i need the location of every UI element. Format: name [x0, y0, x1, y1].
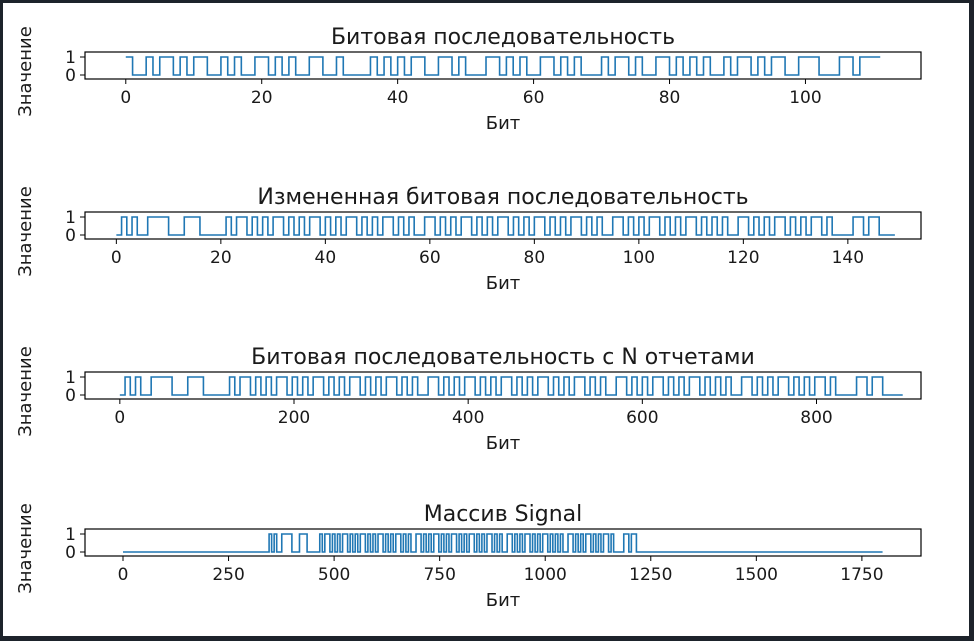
figure: Битовая последовательность 0 20 40 60 80 100 0 1… — [3, 3, 969, 636]
subplot-1-xtick-label: 40 — [387, 88, 409, 108]
subplot-3-xtick-label: 0 — [114, 408, 125, 428]
subplot-2-xtick-label: 40 — [315, 248, 337, 268]
subplot-1-xlabel: Бит — [486, 113, 521, 134]
subplot-4-xtick-label: 1750 — [840, 565, 883, 585]
subplot-4-xtick-label: 250 — [212, 565, 244, 585]
subplot-4-xtick-label: 1500 — [735, 565, 778, 585]
subplot-2-xtick-label: 0 — [111, 248, 122, 268]
subplot-3-xtick-label: 200 — [278, 408, 310, 428]
subplot-4-xtick-label: 750 — [423, 565, 455, 585]
subplot-4-ylabel: Значение — [15, 503, 36, 594]
subplot-4-xtick-label: 1000 — [524, 565, 567, 585]
subplot-1-xtick-label: 0 — [120, 88, 131, 108]
subplot-3-title: Битовая последовательность с N отчетами — [251, 345, 755, 370]
subplot-3-axes-frame — [84, 371, 922, 400]
subplot-4-ytick-label: 0 — [65, 543, 76, 563]
subplot-1-xtick-label: 20 — [251, 88, 273, 108]
subplot-1-axes-frame — [84, 51, 922, 80]
subplot-2-ylabel: Значение — [15, 186, 36, 277]
subplot-2-ytick-label: 0 — [65, 226, 76, 246]
subplot-3-ylabel: Значение — [15, 346, 36, 437]
subplot-4-xtick-label: 0 — [118, 565, 129, 585]
subplot-2-xtick-label: 140 — [832, 248, 864, 268]
subplot-4-series-line — [123, 533, 883, 553]
subplot-2-xtick-label: 120 — [727, 248, 759, 268]
subplot-3-xtick-label: 400 — [452, 408, 484, 428]
subplot-4-axes-frame — [84, 528, 922, 557]
subplot-3-series-line — [119, 376, 903, 396]
subplot-2-ytick-label: 1 — [65, 208, 76, 228]
subplot-2-xtick-label: 60 — [419, 248, 441, 268]
subplot-1-series-line — [125, 56, 881, 76]
subplot-1-xtick-label: 80 — [659, 88, 681, 108]
subplot-3-xtick-label: 600 — [626, 408, 658, 428]
subplot-3-xlabel: Бит — [486, 433, 521, 454]
subplot-2-axes-frame — [84, 211, 922, 240]
subplot-1-title: Битовая последовательность — [331, 25, 675, 50]
subplot-2-xtick-label: 100 — [623, 248, 655, 268]
subplot-2-title: Измененная битовая последовательность — [257, 185, 748, 210]
subplot-4-xtick-label: 500 — [318, 565, 350, 585]
subplot-4-title: Массив Signal — [424, 502, 583, 527]
subplot-1-ytick-label: 0 — [65, 66, 76, 86]
subplot-2-xtick-label: 20 — [210, 248, 232, 268]
subplot-4-ytick-label: 1 — [65, 525, 76, 545]
subplot-1-xtick-label: 60 — [523, 88, 545, 108]
subplot-3-ytick-label: 1 — [65, 368, 76, 388]
subplot-4-xtick-label: 1250 — [629, 565, 672, 585]
subplot-1-xtick-label: 100 — [789, 88, 821, 108]
subplot-1-ylabel: Значение — [15, 26, 36, 117]
subplot-2-series-line — [116, 216, 895, 236]
subplot-3-ytick-label: 0 — [65, 386, 76, 406]
subplot-1-ytick-label: 1 — [65, 48, 76, 68]
subplot-2-xtick-label: 80 — [524, 248, 546, 268]
subplot-3-xtick-label: 800 — [800, 408, 832, 428]
subplot-4-xlabel: Бит — [486, 590, 521, 611]
subplot-2-xlabel: Бит — [486, 273, 521, 294]
